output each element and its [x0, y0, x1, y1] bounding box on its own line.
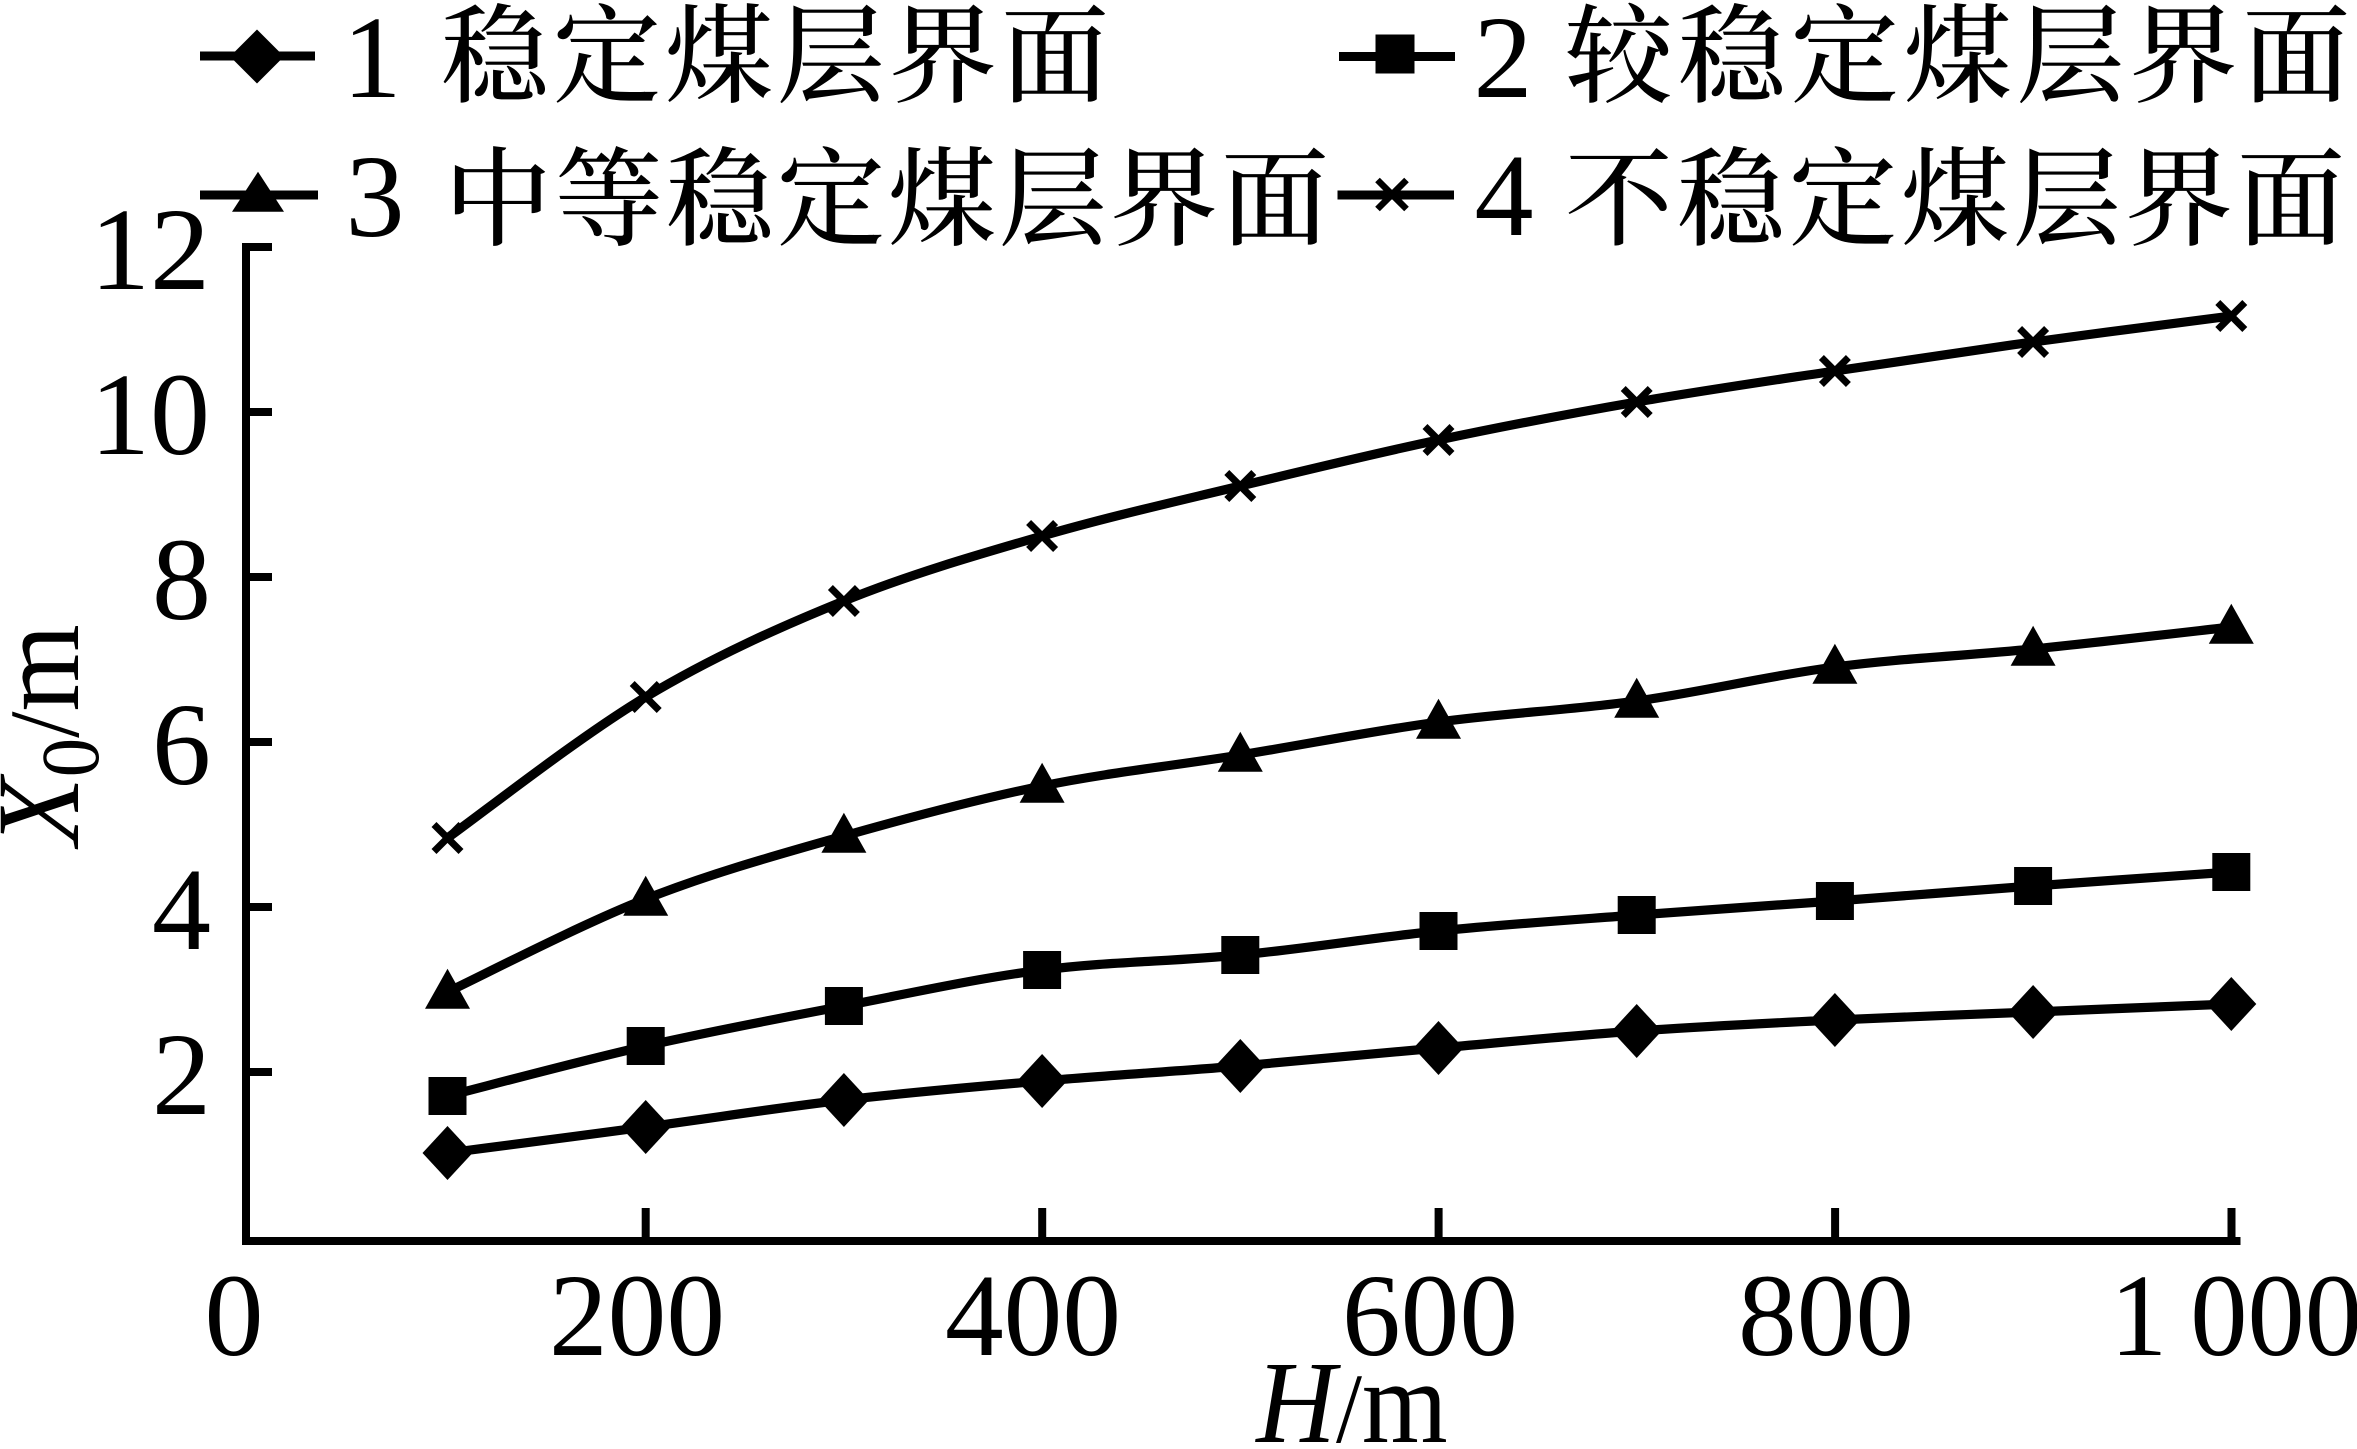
svg-text:4: 4: [1475, 130, 1534, 261]
svg-text:H/m: H/m: [1254, 1337, 1447, 1444]
svg-text:X0/m: X0/m: [0, 624, 116, 849]
svg-text:10: 10: [90, 349, 210, 480]
svg-text:1 000: 1 000: [2110, 1250, 2357, 1381]
svg-text:2: 2: [1474, 0, 1533, 123]
svg-text:12: 12: [90, 184, 210, 315]
svg-text:0: 0: [205, 1250, 264, 1381]
svg-text:600: 600: [1342, 1250, 1518, 1381]
svg-text:3: 3: [346, 131, 405, 262]
svg-text:4: 4: [152, 844, 211, 975]
svg-text:200: 200: [549, 1250, 725, 1381]
svg-text:1: 1: [343, 0, 402, 123]
svg-text:8: 8: [152, 514, 211, 645]
svg-text:800: 800: [1738, 1250, 1914, 1381]
svg-text:2: 2: [152, 1009, 211, 1140]
svg-text:6: 6: [152, 679, 211, 810]
svg-text:400: 400: [945, 1250, 1121, 1381]
